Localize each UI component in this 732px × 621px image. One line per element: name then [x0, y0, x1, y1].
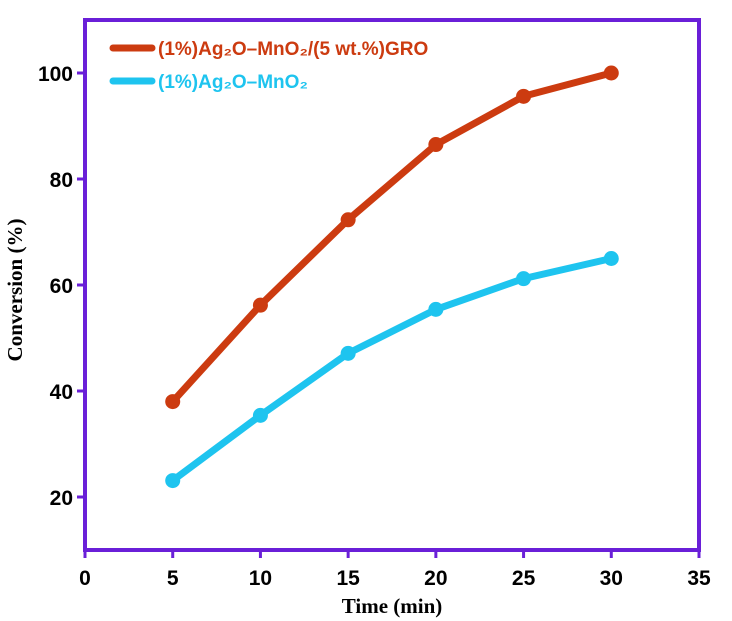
legend-label-1: (1%)Ag₂O–MnO₂/(5 wt.%)GRO	[158, 39, 428, 60]
x-tick-label: 25	[512, 567, 536, 590]
y-tick-label: 40	[50, 381, 73, 404]
series-1-point	[428, 137, 444, 153]
series-layer	[165, 65, 619, 489]
y-axis-title: Conversion (%)	[3, 219, 27, 362]
series-1-point	[516, 88, 532, 104]
series-2-point	[252, 407, 268, 423]
plot-frame	[83, 18, 701, 552]
series-2-point	[165, 473, 181, 489]
x-axis-title: Time (min)	[342, 594, 443, 618]
y-tick-label: 20	[50, 487, 73, 510]
series-line-2	[169, 255, 615, 485]
y-tick-label: 80	[50, 169, 73, 192]
x-tick-label: 15	[336, 567, 360, 590]
x-tick-label: 10	[249, 567, 272, 590]
y-tick-label: 100	[38, 63, 73, 86]
x-tick-label: 5	[167, 567, 179, 590]
ticks-layer: 0 5 10 15 20 25 30 35 20 40 60 80 100	[38, 63, 711, 590]
series-1-point	[165, 394, 181, 410]
x-tick-label: 35	[687, 567, 711, 590]
series-1-point	[603, 65, 619, 81]
series-2-point	[428, 301, 444, 317]
legend-label-2: (1%)Ag₂O–MnO₂	[158, 72, 308, 93]
series-2-point	[340, 345, 356, 361]
series-1-point	[340, 212, 356, 228]
series-2-point	[516, 271, 532, 287]
x-tick-label: 20	[424, 567, 447, 590]
x-tick-label: 30	[600, 567, 623, 590]
series-2-point	[603, 251, 619, 266]
series-1-point	[252, 297, 268, 313]
legend: (1%)Ag₂O–MnO₂/(5 wt.%)GRO (1%)Ag₂O–MnO₂	[109, 39, 428, 93]
series-line-1	[169, 69, 615, 406]
x-tick-label: 0	[79, 567, 91, 590]
y-tick-label: 60	[50, 275, 73, 298]
